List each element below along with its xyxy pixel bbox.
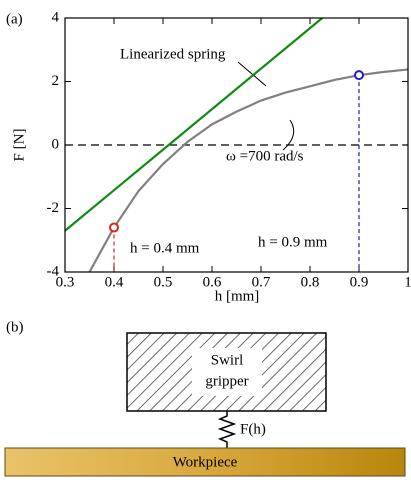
gripper-label: gripper <box>205 373 248 389</box>
y-tick-label: 2 <box>52 73 60 89</box>
curve <box>65 18 323 232</box>
annotation: ω =700 rad/s <box>226 148 304 164</box>
x-tick-label: 0.8 <box>301 274 320 290</box>
chart: (a) h [mm] F [N] Linearized spring ω =70… <box>6 9 411 304</box>
x-tick-label: 0.5 <box>154 274 173 290</box>
workpiece-label: Workpiece <box>173 454 238 470</box>
point <box>354 70 364 81</box>
spring <box>217 411 237 448</box>
workpiece <box>4 447 406 477</box>
x-axis-label: h [mm] <box>215 288 260 304</box>
x-tick-label: 0.4 <box>105 274 124 290</box>
panel-label: (b) <box>6 319 24 335</box>
y-tick-label: 4 <box>52 9 60 25</box>
annotation: Linearized spring <box>120 46 226 62</box>
panel-label: (a) <box>6 11 23 27</box>
leader-line <box>282 119 295 151</box>
point <box>109 222 119 233</box>
y-tick-label: -2 <box>47 200 60 216</box>
annotation: h = 0.9 mm <box>258 234 328 250</box>
y-axis-label: F [N] <box>11 129 27 162</box>
gripper-label-box <box>192 348 262 396</box>
x-tick-label: 0.7 <box>252 274 271 290</box>
gripper-label: Swirl <box>211 352 244 368</box>
leader-line <box>237 61 267 87</box>
force-label: F(h) <box>240 421 266 437</box>
y-tick-label: 0 <box>52 136 60 152</box>
x-tick-label: 1 <box>404 274 411 290</box>
plot-frame <box>64 17 409 273</box>
diagram: (b) Swirl gripper F(h) Workpiece <box>4 319 406 477</box>
x-tick-label: 0.3 <box>56 274 75 290</box>
y-tick-label: -4 <box>47 263 60 279</box>
x-tick-label: 0.9 <box>350 274 369 290</box>
annotation: h = 0.4 mm <box>130 240 200 256</box>
x-tick-label: 0.6 <box>203 274 222 290</box>
